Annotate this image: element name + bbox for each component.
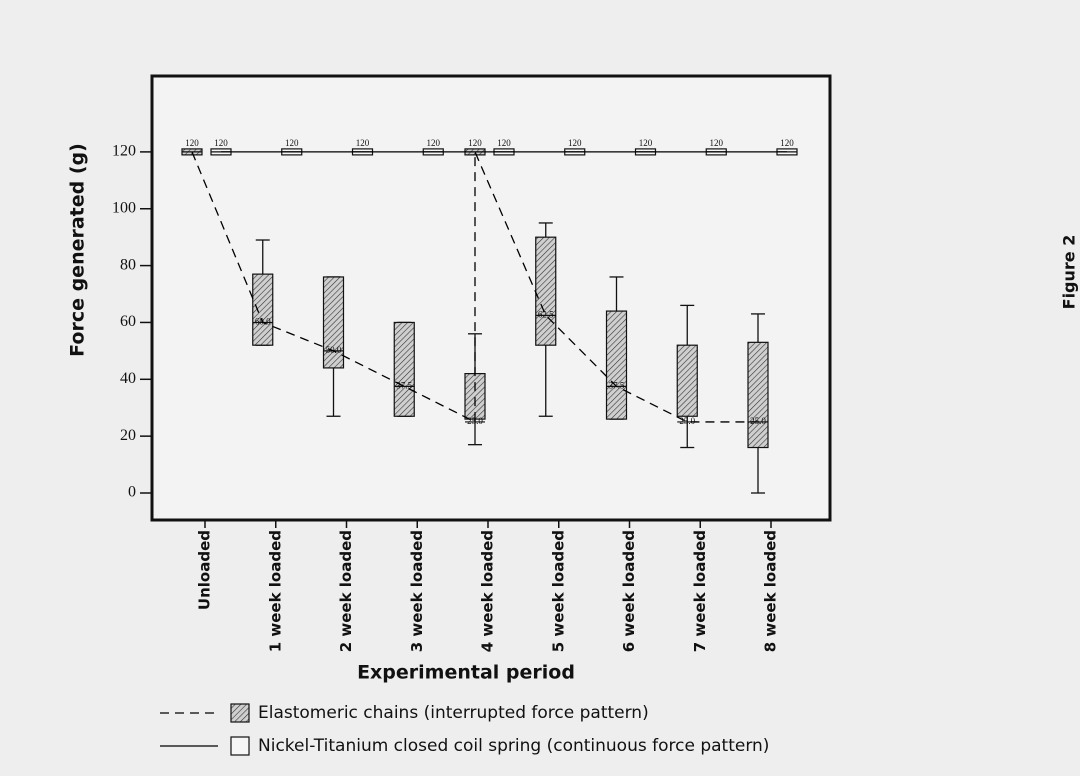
median-label: 120 — [285, 138, 299, 148]
x-tick-label: 4 week loaded — [479, 530, 497, 652]
legend-label: Elastomeric chains (interrupted force pa… — [258, 703, 649, 723]
x-tick-label: Unloaded — [196, 530, 214, 610]
box — [747, 341, 769, 449]
x-tick-label: 2 week loaded — [337, 530, 355, 652]
box — [535, 236, 557, 346]
median-label: 37.5 — [609, 380, 625, 390]
x-tick-label: 7 week loaded — [691, 530, 709, 652]
median-label: 120 — [214, 138, 228, 148]
median-label: 25.0 — [750, 416, 766, 426]
y-tick-label: 20 — [120, 427, 136, 444]
x-tick-label: 1 week loaded — [266, 530, 284, 652]
box — [252, 273, 274, 346]
median-label: 120 — [639, 138, 653, 148]
x-tick-label: 8 week loaded — [762, 530, 780, 652]
median-line — [191, 151, 758, 423]
box — [322, 276, 345, 369]
y-axis-title: Force generated (g) — [67, 143, 89, 357]
y-tick-label: 60 — [120, 313, 136, 330]
box — [676, 344, 698, 417]
median-label: 120 — [568, 138, 582, 148]
median-label: 37.5 — [396, 380, 412, 390]
y-tick-label: 0 — [128, 484, 136, 501]
box — [605, 310, 628, 420]
median-label: 120 — [356, 138, 370, 148]
median-label: 25.0 — [679, 416, 695, 426]
median-label: 120 — [497, 138, 511, 148]
x-axis-title: Experimental period — [357, 662, 575, 684]
legend-swatch — [230, 703, 250, 723]
reload-label: 120 — [468, 138, 482, 148]
y-tick-label: 80 — [120, 256, 136, 273]
y-tick-label: 40 — [120, 370, 136, 387]
legend-swatch — [230, 736, 250, 756]
box — [393, 321, 415, 417]
median-label: 50.0 — [326, 345, 342, 355]
median-label: 120 — [427, 138, 441, 148]
median-label: 120 — [780, 138, 794, 148]
legend-label: Nickel-Titanium closed coil spring (cont… — [258, 736, 769, 756]
x-tick-label: 6 week loaded — [620, 530, 638, 652]
x-tick-label: 3 week loaded — [408, 530, 426, 652]
median-label: 120 — [710, 138, 724, 148]
y-tick-label: 120 — [112, 143, 136, 160]
y-tick-label: 100 — [112, 199, 136, 216]
figure-label: Figure 2 — [1060, 235, 1079, 310]
x-tick-label: 5 week loaded — [549, 530, 567, 652]
median-label: 120 — [185, 138, 199, 148]
median-label: 62.5 — [538, 309, 554, 319]
